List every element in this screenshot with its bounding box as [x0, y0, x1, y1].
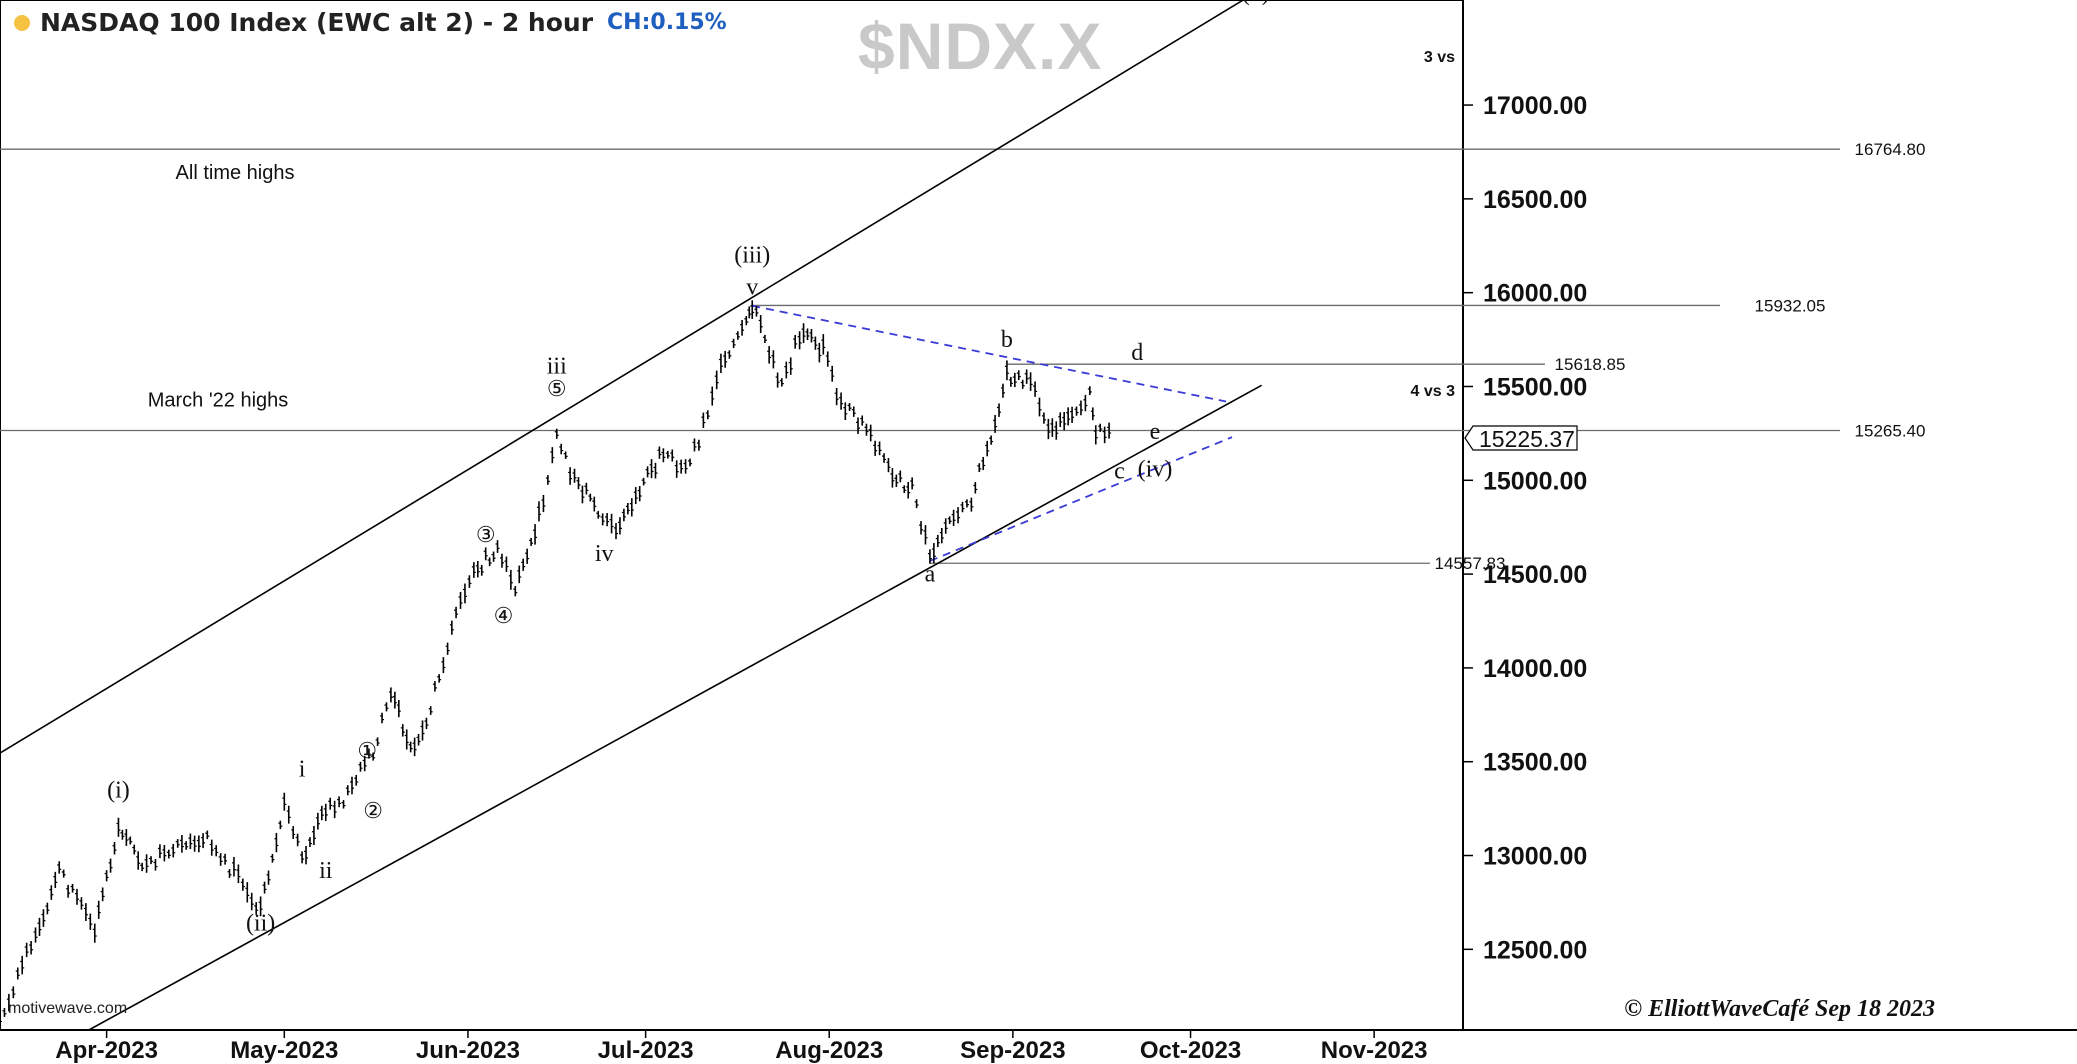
y-tick-label: 15500.00	[1483, 373, 1587, 401]
level-note: All time highs	[176, 162, 295, 184]
level-note: March '22 highs	[148, 389, 289, 411]
level-label: 15932.05	[1755, 296, 1826, 315]
y-tick-label: 12500.00	[1483, 936, 1587, 964]
x-tick-label: Jun-2023	[416, 1037, 520, 1064]
last-price-label: 15225.37	[1479, 426, 1575, 452]
status-dot-icon	[14, 14, 30, 31]
y-tick-label: 16000.00	[1483, 280, 1587, 308]
wave-label: (iii)	[734, 243, 770, 269]
x-tick-label: Oct-2023	[1140, 1037, 1241, 1064]
wave-label: ⑤	[547, 376, 567, 401]
side-note: 3 vs	[1424, 49, 1455, 66]
wave-label: (ii)	[246, 911, 275, 937]
channel-line	[88, 384, 1263, 1031]
copyright-label: © ElliottWaveCafé Sep 18 2023	[1624, 996, 1935, 1022]
wave-label: iii	[547, 353, 567, 379]
source-label: motivewave.com	[8, 1000, 128, 1017]
x-tick-label: May-2023	[230, 1037, 338, 1064]
side-note: 4 vs 3	[1411, 383, 1456, 400]
triangle-line	[752, 304, 1227, 403]
wave-label: (i)	[107, 777, 130, 803]
y-tick-label: 15000.00	[1483, 467, 1587, 495]
wave-label: a	[925, 562, 936, 588]
wave-label: (v)	[1242, 0, 1270, 6]
wave-label: ①	[357, 738, 377, 763]
wave-label: (iv)	[1138, 457, 1173, 483]
last-price-box	[1464, 425, 1578, 451]
y-tick-label: 13000.00	[1483, 843, 1587, 871]
level-label: 15618.85	[1555, 355, 1626, 374]
wave-label: iv	[595, 541, 614, 567]
x-tick-label: Nov-2023	[1321, 1037, 1428, 1064]
y-tick-label: 14000.00	[1483, 655, 1587, 683]
wave-label: v	[746, 275, 758, 301]
wave-label: ②	[363, 798, 383, 823]
wave-label: ii	[319, 858, 333, 884]
wave-label: c	[1114, 458, 1125, 484]
chart-header: NASDAQ 100 Index (EWC alt 2) - 2 hour CH…	[14, 8, 727, 37]
symbol-watermark: $NDX.X	[858, 9, 1103, 83]
wave-label: i	[299, 757, 306, 783]
y-tick-label: 14500.00	[1483, 561, 1587, 589]
y-tick-label: 17000.00	[1483, 92, 1587, 120]
triangle-line	[929, 436, 1233, 562]
wave-label: ④	[494, 603, 514, 628]
wave-label: ③	[476, 522, 496, 547]
level-label: 16764.80	[1855, 140, 1926, 159]
level-label: 14557.83	[1435, 554, 1506, 573]
channel-line	[0, 0, 1245, 754]
level-label: 15265.40	[1855, 421, 1926, 440]
x-tick-label: Aug-2023	[775, 1037, 883, 1064]
x-tick-label: Jul-2023	[598, 1037, 694, 1064]
y-tick-label: 16500.00	[1483, 186, 1587, 214]
change-value: CH:0.15%	[607, 10, 727, 35]
y-tick-label: 13500.00	[1483, 749, 1587, 777]
wave-label: b	[1001, 327, 1013, 353]
chart-title: NASDAQ 100 Index (EWC alt 2) - 2 hour	[40, 8, 594, 37]
wave-label: e	[1150, 419, 1161, 445]
plot-frame	[0, 0, 1464, 1031]
x-tick-label: Sep-2023	[960, 1037, 1065, 1064]
x-tick-label: Apr-2023	[55, 1037, 158, 1064]
wave-label: d	[1131, 340, 1143, 366]
